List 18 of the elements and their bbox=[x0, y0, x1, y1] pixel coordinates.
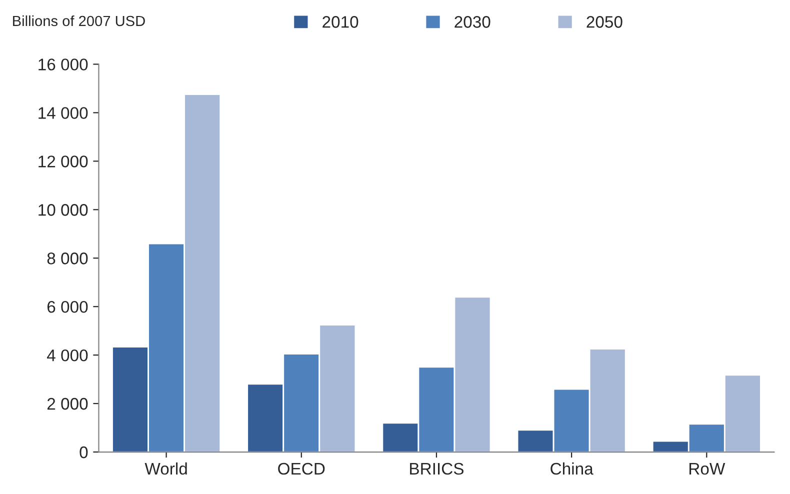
y-tick-label: 16 000 bbox=[38, 58, 88, 70]
y-tick-label: 12 000 bbox=[38, 156, 88, 168]
y-tick-label: 2 000 bbox=[47, 398, 88, 410]
y-tick-label: 0 bbox=[80, 446, 88, 458]
y-tick-label: 14 000 bbox=[38, 107, 88, 119]
y-tick-label: 6 000 bbox=[47, 300, 88, 313]
legend-label: 2010 bbox=[322, 16, 358, 28]
legend-label: 2050 bbox=[586, 16, 622, 28]
x-tick-label: World bbox=[144, 462, 187, 475]
y-tick-label: 4 000 bbox=[47, 349, 88, 362]
x-tick-label: RoW bbox=[690, 463, 726, 475]
x-tick-label: China bbox=[550, 462, 594, 475]
x-tick-label: BRIICS bbox=[410, 462, 464, 475]
y-tick-label: 8 000 bbox=[47, 252, 88, 264]
x-tick-label: OECD bbox=[278, 462, 325, 475]
y-tick-label: 10 000 bbox=[38, 204, 88, 216]
legend-label: 2030 bbox=[454, 16, 490, 28]
y-axis-title: Billions of 2007 USD bbox=[13, 15, 145, 26]
